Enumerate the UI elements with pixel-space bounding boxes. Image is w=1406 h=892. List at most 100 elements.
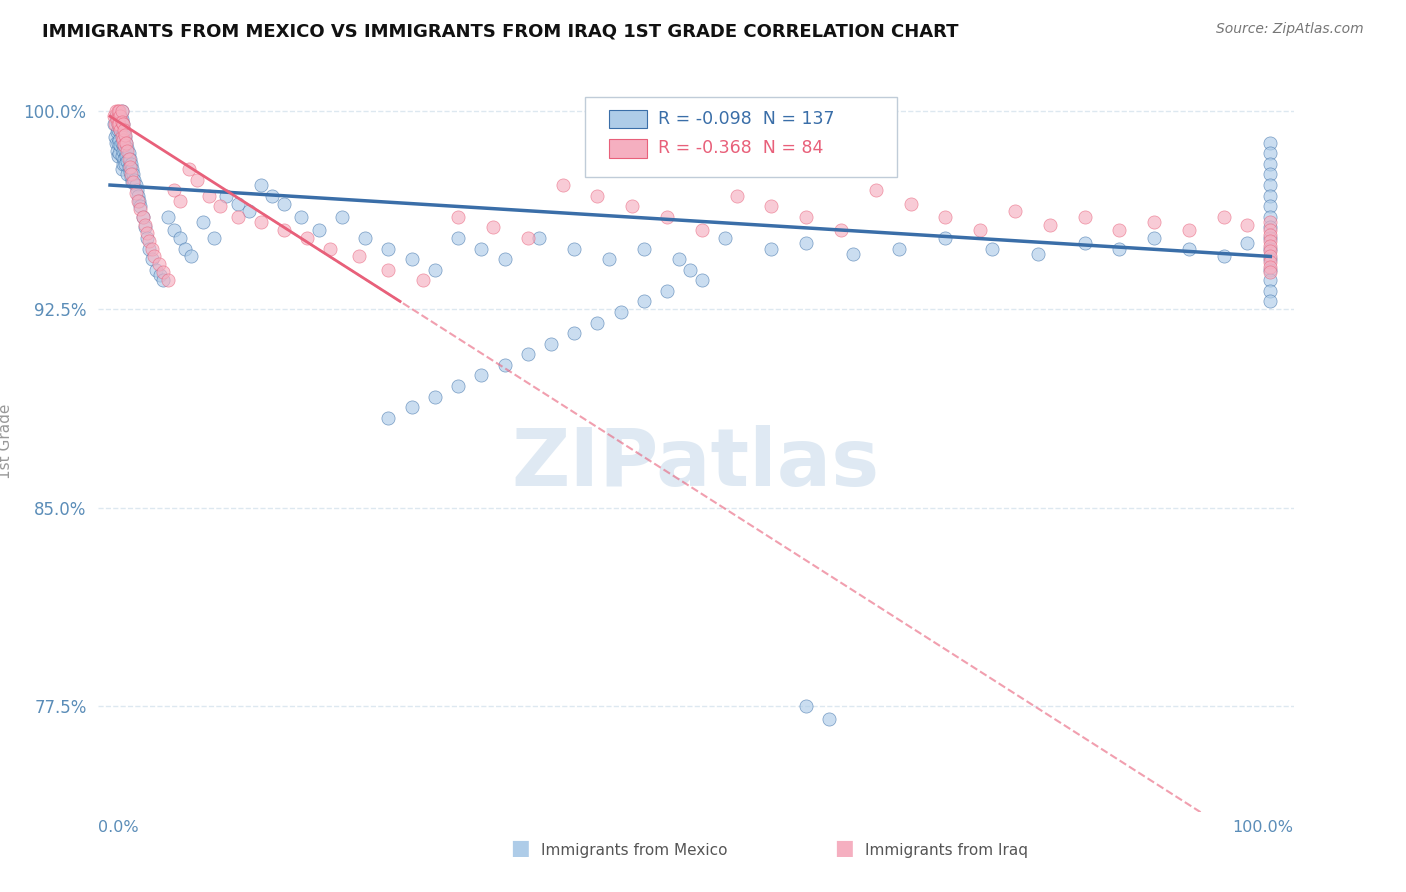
Point xyxy=(108,117,131,131)
Point xyxy=(117,160,139,174)
Point xyxy=(668,252,690,266)
Point xyxy=(104,109,127,123)
Point xyxy=(470,242,492,256)
Point xyxy=(209,199,232,213)
Point xyxy=(1258,228,1281,243)
Point xyxy=(423,390,446,404)
Point xyxy=(180,250,202,264)
Point xyxy=(117,168,139,182)
Point xyxy=(108,120,131,134)
Point xyxy=(980,242,1002,256)
Point xyxy=(401,252,423,266)
Bar xyxy=(609,110,647,128)
Point xyxy=(104,117,127,131)
Point xyxy=(330,210,353,224)
Point xyxy=(238,204,260,219)
Point xyxy=(105,112,128,126)
Text: Immigrants from Iraq: Immigrants from Iraq xyxy=(865,843,1028,858)
Point xyxy=(112,138,135,153)
Point xyxy=(1258,252,1281,266)
Point xyxy=(121,175,143,190)
Point xyxy=(111,122,134,136)
Point xyxy=(111,136,134,150)
Point xyxy=(127,188,149,202)
Point xyxy=(273,223,295,237)
Point xyxy=(250,215,273,229)
Point xyxy=(157,210,180,224)
Point xyxy=(1039,218,1062,232)
Point xyxy=(794,698,817,713)
Point xyxy=(865,183,887,197)
Point xyxy=(129,202,152,216)
Point xyxy=(134,220,156,235)
Point xyxy=(273,196,295,211)
Point xyxy=(633,242,655,256)
Point xyxy=(111,144,134,158)
Point xyxy=(690,223,713,237)
Point xyxy=(1258,215,1281,229)
Point xyxy=(107,103,129,118)
Point xyxy=(1258,244,1281,259)
Point xyxy=(111,112,134,126)
Point xyxy=(141,252,163,266)
Point xyxy=(108,146,131,161)
Point xyxy=(111,157,134,171)
Point xyxy=(114,157,136,171)
Point xyxy=(1073,210,1095,224)
Point xyxy=(120,170,142,185)
Bar xyxy=(609,139,647,158)
Text: Source: ZipAtlas.com: Source: ZipAtlas.com xyxy=(1216,22,1364,37)
Point xyxy=(690,273,713,287)
Point xyxy=(586,188,609,202)
Point xyxy=(111,133,134,147)
Point xyxy=(447,231,470,245)
Point xyxy=(124,186,146,200)
Point xyxy=(169,231,191,245)
Point xyxy=(761,242,783,256)
Point xyxy=(598,252,620,266)
Point xyxy=(1258,234,1281,248)
Point xyxy=(104,136,127,150)
Point xyxy=(679,262,702,277)
Point xyxy=(1258,239,1281,253)
Point xyxy=(169,194,191,208)
Point xyxy=(117,154,139,169)
Point xyxy=(103,109,125,123)
Point xyxy=(111,162,134,177)
Point xyxy=(934,210,956,224)
Point xyxy=(1258,136,1281,150)
Point xyxy=(111,114,134,128)
Point xyxy=(118,152,141,166)
Point xyxy=(149,268,172,282)
Point xyxy=(1212,210,1234,224)
Point xyxy=(1258,188,1281,202)
Point xyxy=(841,247,863,261)
Point xyxy=(794,210,817,224)
Point xyxy=(136,231,159,245)
Point xyxy=(118,165,141,179)
Point xyxy=(112,125,135,139)
Point xyxy=(586,316,609,330)
Point xyxy=(124,178,146,192)
Point xyxy=(1236,218,1258,232)
Point xyxy=(117,146,139,161)
Text: R = -0.098  N = 137: R = -0.098 N = 137 xyxy=(658,110,834,128)
Point xyxy=(290,210,312,224)
Text: IMMIGRANTS FROM MEXICO VS IMMIGRANTS FROM IRAQ 1ST GRADE CORRELATION CHART: IMMIGRANTS FROM MEXICO VS IMMIGRANTS FRO… xyxy=(42,22,959,40)
Point xyxy=(111,103,134,118)
Point xyxy=(107,149,129,163)
Point xyxy=(115,136,138,150)
Point xyxy=(1258,178,1281,192)
Point xyxy=(105,114,128,128)
Point xyxy=(1026,247,1049,261)
Point xyxy=(127,194,149,208)
Point xyxy=(108,106,131,120)
Point xyxy=(131,210,153,224)
Point xyxy=(423,262,446,277)
Point xyxy=(118,160,141,174)
Point xyxy=(122,168,145,182)
Point xyxy=(725,188,748,202)
Point xyxy=(117,144,139,158)
Point xyxy=(129,199,152,213)
Point xyxy=(152,265,174,279)
